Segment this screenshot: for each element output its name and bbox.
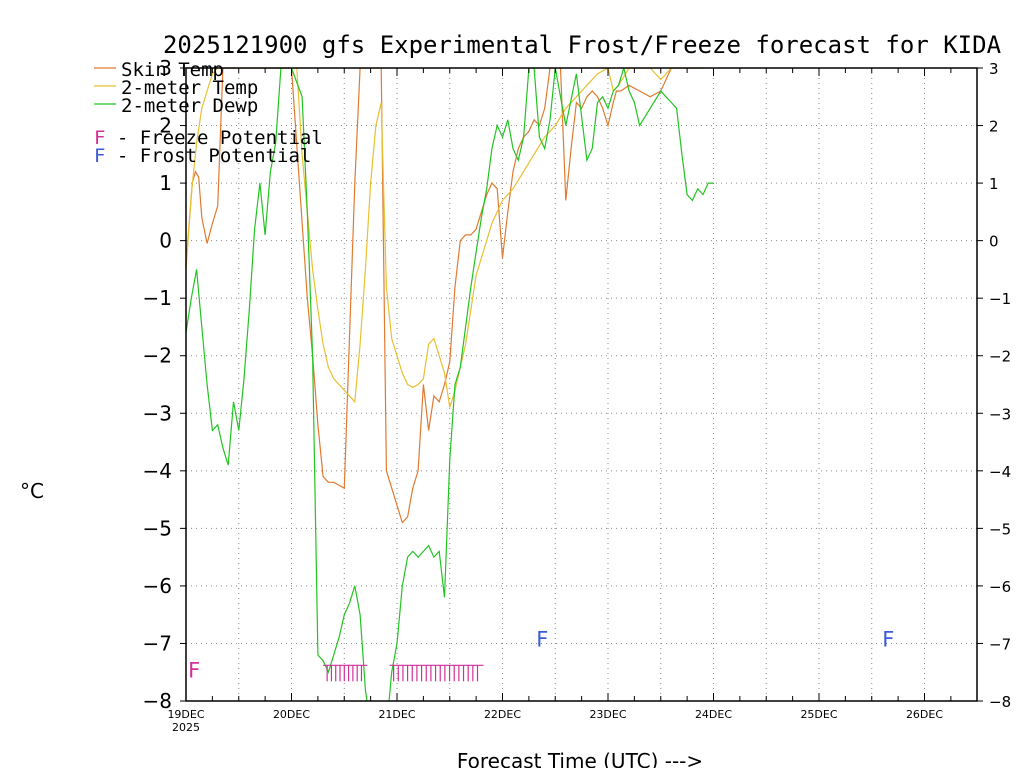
- y-tick-label-right: −1: [989, 290, 1011, 308]
- y-tick-label-right: −7: [989, 635, 1011, 653]
- y-tick-label-right: −3: [989, 405, 1011, 423]
- legend-2m-dewp: 2-meter Dewp: [121, 95, 258, 117]
- y-tick-label-right: 1: [989, 175, 999, 193]
- series-lines: [186, 68, 714, 701]
- series-line-2-meter-dewp: [186, 68, 714, 701]
- x-tick-label: 22DEC: [484, 708, 521, 721]
- x-tick-sublabel: 2025: [172, 721, 200, 734]
- legend-freeze-symbol: F: [94, 127, 105, 149]
- y-tick-label-right: −8: [989, 693, 1011, 711]
- potential-marks: F F F: [188, 627, 894, 682]
- y-tick-label-left: −4: [143, 459, 172, 483]
- y-tick-label-left: −8: [143, 689, 172, 713]
- y-tick-label-left: −7: [143, 631, 172, 655]
- y-tick-label-right: 3: [989, 60, 999, 78]
- freeze-flag: F: [188, 658, 200, 682]
- y-tick-label-left: −2: [143, 344, 172, 368]
- y-tick-label-left: −1: [143, 286, 172, 310]
- legend: Skin Temp 2-meter Temp 2-meter Dewp F - …: [94, 59, 323, 167]
- legend-frost: F - Frost Potential: [94, 145, 311, 167]
- legend-freeze: F - Freeze Potential: [94, 127, 323, 149]
- y-tick-label-left: −6: [143, 574, 172, 598]
- x-tick-label: 26DEC: [906, 708, 943, 721]
- legend-frost-text: - Frost Potential: [105, 145, 311, 167]
- legend-skin-temp: Skin Temp: [121, 59, 224, 81]
- y-tick-label-left: −3: [143, 401, 172, 425]
- frost-flag: F: [882, 627, 894, 651]
- x-tick-label: 25DEC: [800, 708, 837, 721]
- grid: [186, 68, 977, 701]
- y-tick-label-right: −5: [989, 520, 1011, 538]
- x-tick-label: 21DEC: [378, 708, 415, 721]
- x-tick-label: 19DEC: [167, 708, 204, 721]
- legend-frost-symbol: F: [94, 145, 105, 167]
- y-tick-label-right: 0: [989, 233, 999, 251]
- x-tick-label: 24DEC: [695, 708, 732, 721]
- y-tick-label-left: 3: [159, 56, 172, 80]
- x-tick-label: 20DEC: [273, 708, 310, 721]
- legend-2m-temp: 2-meter Temp: [121, 77, 258, 99]
- y-tick-label-right: −4: [989, 463, 1011, 481]
- series-line-2-meter-temp: [186, 68, 703, 408]
- y-tick-label-left: 1: [159, 171, 172, 195]
- chart-title: 2025121900 gfs Experimental Frost/Freeze…: [163, 31, 1002, 59]
- y-tick-label-left: 0: [159, 229, 172, 253]
- y-tick-label-right: −2: [989, 348, 1011, 366]
- y-tick-label-left: −5: [143, 516, 172, 540]
- series-line-skin-temp: [186, 68, 703, 524]
- legend-freeze-text: - Freeze Potential: [105, 127, 322, 149]
- x-tick-label: 23DEC: [589, 708, 626, 721]
- y-tick-label-right: 2: [989, 118, 999, 136]
- y-axis-label: °C: [20, 479, 44, 503]
- frost-flag: F: [536, 627, 548, 651]
- axis-ticks: 3 3 2 2 1 1 0 0 −1 −1 −2 −2 −3 −3 −4 −4 −5 −5 −6 −6 −7 −7 −8 −8…: [143, 56, 1012, 734]
- y-tick-label-left: 2: [159, 114, 172, 138]
- y-tick-label-right: −6: [989, 578, 1011, 596]
- x-axis-label: Forecast Time (UTC) --->: [457, 749, 703, 768]
